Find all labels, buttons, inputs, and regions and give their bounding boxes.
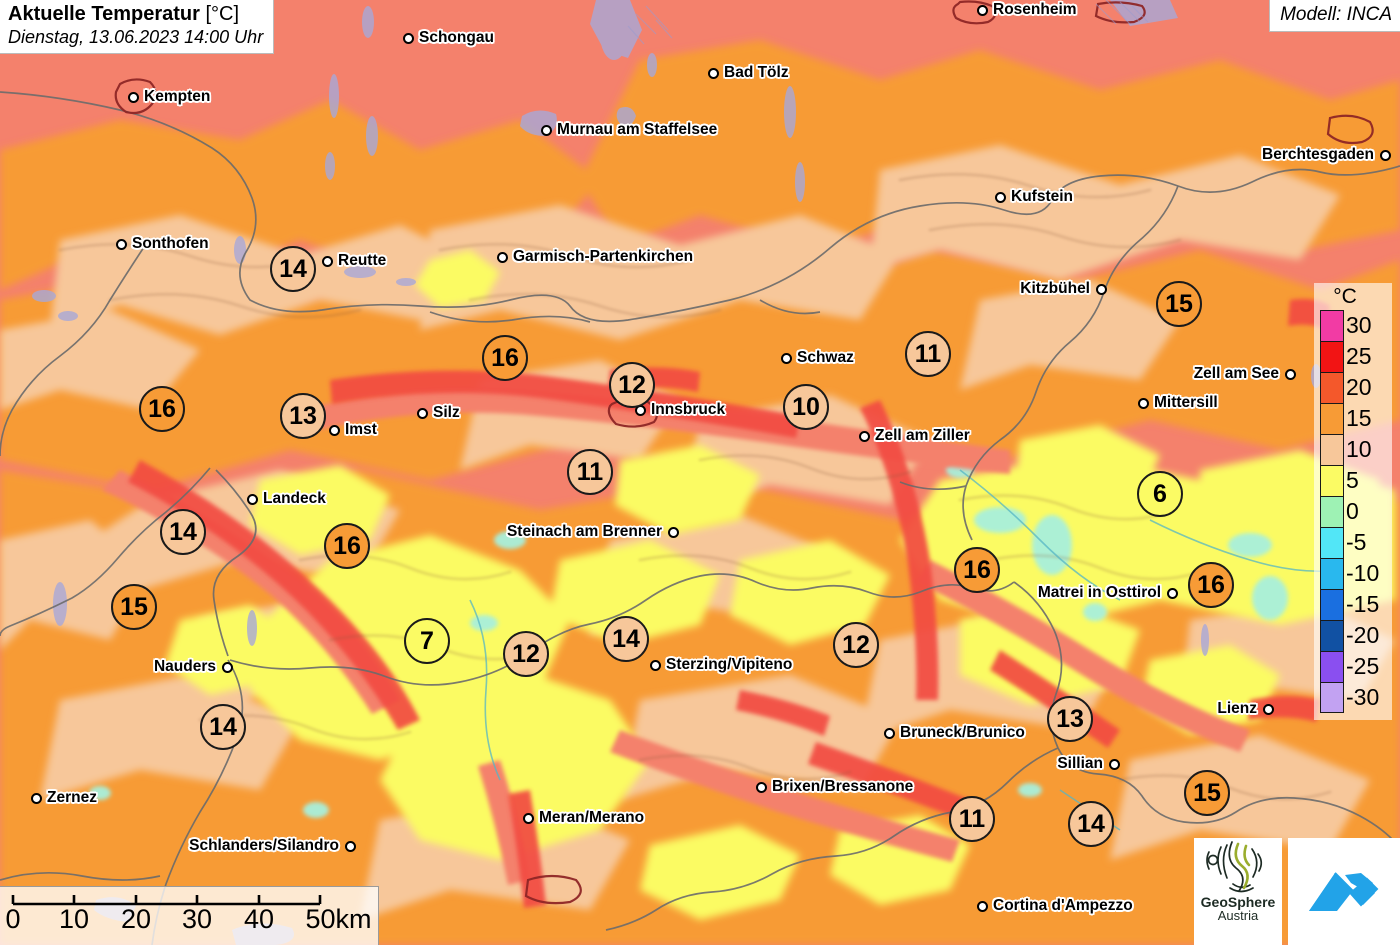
colorbar-tick: 10 bbox=[1346, 436, 1372, 462]
band-0-5 bbox=[89, 462, 1288, 818]
geosphere-austria-logo[interactable]: GeoSphere Austria bbox=[1194, 838, 1282, 945]
river-lines bbox=[469, 469, 1341, 831]
colorbar-tick: 20 bbox=[1346, 374, 1372, 400]
zamg-logo[interactable] bbox=[1288, 838, 1400, 945]
scale-label: 50km bbox=[305, 904, 372, 934]
colorbar-swatch bbox=[1320, 527, 1344, 558]
scale-label: 10 bbox=[58, 904, 90, 934]
colorbar-tick: -30 bbox=[1346, 684, 1380, 710]
colorbar-tick: 25 bbox=[1346, 343, 1372, 369]
colorbar-swatch bbox=[1320, 403, 1344, 434]
colorbar-swatch bbox=[1320, 372, 1344, 403]
colorbar-tick-labels: 30 25 20 15 10 5 0 -5 -10 -15 -20 -25 -30 bbox=[1346, 310, 1392, 713]
scale-label: 0 bbox=[5, 904, 21, 934]
scale-bar-labels: 0 10 20 30 40 50km bbox=[0, 904, 378, 944]
urban-hatch bbox=[627, 0, 1149, 45]
colorbar-tick: -5 bbox=[1346, 529, 1367, 555]
scale-bar-graphic bbox=[11, 895, 322, 906]
geosphere-name: GeoSphere bbox=[1200, 894, 1276, 910]
page-title: Aktuelle Temperatur [°C] bbox=[8, 3, 263, 27]
colorbar-swatch bbox=[1320, 310, 1344, 341]
model-label: Modell: INCA bbox=[1280, 4, 1392, 25]
colorbar-swatch bbox=[1320, 341, 1344, 372]
colorbar-swatch bbox=[1320, 620, 1344, 651]
contour-swirl-icon bbox=[1206, 841, 1263, 893]
title-block: Aktuelle Temperatur [°C] Dienstag, 13.06… bbox=[0, 0, 275, 54]
colorbar-tick: -15 bbox=[1346, 591, 1380, 617]
valid-datetime: Dienstag, 13.06.2023 14:00 Uhr bbox=[8, 26, 264, 47]
colorbar-tick: 5 bbox=[1346, 467, 1359, 493]
geosphere-country: Austria bbox=[1217, 908, 1259, 923]
scale-bar: 0 10 20 30 40 50km bbox=[0, 886, 379, 945]
borders bbox=[0, 91, 1400, 945]
colorbar-tick: -25 bbox=[1346, 653, 1380, 679]
colorbar-swatch bbox=[1320, 496, 1344, 527]
title-unit: [°C] bbox=[205, 3, 240, 25]
colorbar-tick: 30 bbox=[1346, 312, 1372, 338]
colorbar-swatch bbox=[1320, 589, 1344, 620]
title-text: Aktuelle Temperatur bbox=[8, 3, 200, 25]
colorbar-swatch bbox=[1320, 434, 1344, 465]
colorbar-swatch bbox=[1320, 651, 1344, 682]
colorbar-swatch bbox=[1320, 682, 1344, 713]
model-badge: Modell: INCA bbox=[1269, 0, 1400, 32]
colorbar-swatch bbox=[1320, 558, 1344, 589]
scale-label: 20 bbox=[120, 904, 152, 934]
scale-label: 40 bbox=[243, 904, 275, 934]
colorbar-swatches bbox=[1320, 310, 1344, 713]
colorbar-tick: 0 bbox=[1346, 498, 1359, 524]
colorbar-tick: -20 bbox=[1346, 622, 1380, 648]
temperature-colorbar: °C 30 25 20 15 10 5 0 -5 -10 -15 -20 -25 -30 bbox=[1314, 283, 1392, 720]
scale-label: 30 bbox=[181, 904, 213, 934]
colorbar-tick: 15 bbox=[1346, 405, 1372, 431]
blue-mountain-chevron-icon bbox=[1309, 871, 1379, 911]
band-20-25-valleys bbox=[102, 388, 1250, 885]
colorbar-unit-label: °C bbox=[1333, 285, 1357, 308]
colorbar-swatch bbox=[1320, 465, 1344, 496]
colorbar-tick: -10 bbox=[1346, 560, 1380, 586]
